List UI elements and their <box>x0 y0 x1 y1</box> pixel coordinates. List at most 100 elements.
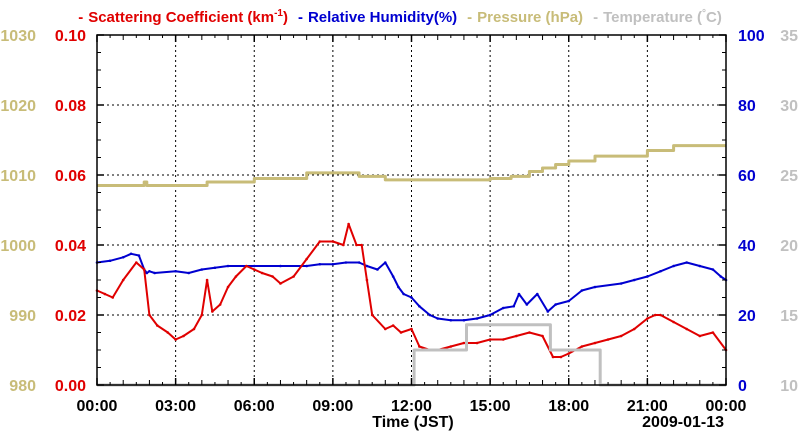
point-scattering-coefficient <box>331 240 335 243</box>
x-tick-label: 00:00 <box>706 398 747 415</box>
point-relative-humidity <box>200 268 204 271</box>
point-scattering-coefficient <box>318 240 322 243</box>
y-tick-label-right-inner: 60 <box>738 168 756 185</box>
point-relative-humidity <box>593 285 597 289</box>
y-tick-label-left-inner: 0.04 <box>55 238 86 255</box>
point-relative-humidity <box>318 262 322 266</box>
point-scattering-coefficient <box>342 243 345 247</box>
point-scattering-coefficient <box>234 275 238 278</box>
series-line-scattering-coefficient <box>96 223 727 358</box>
y-tick-label-left-inner: 0.06 <box>55 168 86 185</box>
point-relative-humidity <box>305 264 308 268</box>
tick-labels: 00:00 03:00 06:00 09:00 12:00 15:00 18:00 21:00… <box>0 28 798 415</box>
point-relative-humidity <box>148 269 151 273</box>
x-tick-label: 15:00 <box>470 398 511 415</box>
point-scattering-coefficient <box>410 327 413 331</box>
point-relative-humidity <box>449 318 453 322</box>
ticks <box>96 34 727 386</box>
point-relative-humidity <box>344 261 348 264</box>
point-scattering-coefficient <box>593 341 597 345</box>
point-scattering-coefficient <box>399 331 403 334</box>
point-scattering-coefficient <box>711 331 715 334</box>
point-relative-humidity <box>567 299 571 303</box>
point-relative-humidity <box>174 269 177 273</box>
series-line-pressure-hpa <box>97 144 726 187</box>
point-relative-humidity <box>383 261 387 264</box>
point-scattering-coefficient <box>501 338 505 341</box>
y-tick-label-right-outer: 30 <box>780 98 798 115</box>
point-scattering-coefficient <box>632 327 636 331</box>
point-relative-humidity <box>517 292 521 296</box>
point-scattering-coefficient <box>559 355 563 359</box>
point-scattering-coefficient <box>672 320 675 324</box>
point-scattering-coefficient <box>551 355 555 359</box>
grid <box>97 35 726 385</box>
point-relative-humidity <box>129 252 133 256</box>
point-scattering-coefficient <box>111 296 115 299</box>
point-scattering-coefficient <box>245 264 248 268</box>
point-scattering-coefficient <box>211 310 214 313</box>
point-scattering-coefficient <box>252 268 256 271</box>
point-relative-humidity <box>391 275 395 278</box>
point-relative-humidity <box>108 259 112 263</box>
point-scattering-coefficient <box>365 278 369 282</box>
point-relative-humidity <box>357 261 361 264</box>
legend-label: Scattering Coefficient (km <box>88 9 274 26</box>
x-axis-title: Time (JST) <box>372 414 454 431</box>
point-relative-humidity <box>475 317 479 320</box>
x-tick-label: 06:00 <box>234 398 275 415</box>
y-tick-label-right-inner: 80 <box>738 98 756 115</box>
x-tick-label: 03:00 <box>155 398 196 415</box>
point-relative-humidity <box>153 271 156 275</box>
y-tick-label-right-outer: 25 <box>780 168 798 185</box>
point-relative-humidity <box>397 285 400 289</box>
point-relative-humidity <box>685 261 688 264</box>
point-relative-humidity <box>554 303 557 306</box>
point-scattering-coefficient <box>292 275 295 278</box>
point-scattering-coefficient <box>698 334 702 338</box>
x-tick-label: 18:00 <box>548 398 589 415</box>
point-relative-humidity <box>619 282 623 285</box>
point-relative-humidity <box>719 275 723 278</box>
point-scattering-coefficient <box>192 327 196 331</box>
point-scattering-coefficient <box>305 257 308 261</box>
legend-label: Temperature ( <box>603 9 702 26</box>
point-scattering-coefficient <box>619 334 623 338</box>
point-scattering-coefficient <box>205 278 209 282</box>
point-relative-humidity <box>187 271 191 275</box>
y-tick-label-right-inner: 40 <box>738 238 756 255</box>
y-tick-label-left-outer: 980 <box>9 378 36 395</box>
point-scattering-coefficient <box>567 352 571 355</box>
legend-dash: - <box>78 9 83 26</box>
legend-dash: - <box>298 9 303 26</box>
date-label: 2009-01-13 <box>642 414 724 431</box>
point-scattering-coefficient <box>462 341 466 345</box>
legend-suffix: ) <box>283 9 288 26</box>
point-relative-humidity <box>121 255 125 259</box>
point-relative-humidity <box>580 289 584 292</box>
legend-label: Pressure (hPa) <box>477 9 583 26</box>
legend: - Scattering Coefficient (km-1) - Relative … <box>78 8 722 26</box>
point-scattering-coefficient <box>515 334 518 338</box>
point-scattering-coefficient <box>355 243 358 247</box>
x-tick-label: 21:00 <box>627 398 668 415</box>
point-scattering-coefficient <box>383 327 387 331</box>
point-scattering-coefficient <box>488 338 492 341</box>
point-scattering-coefficient <box>155 324 159 327</box>
point-scattering-coefficient <box>391 324 395 327</box>
point-scattering-coefficient <box>182 334 185 338</box>
point-scattering-coefficient <box>541 334 544 338</box>
point-relative-humidity <box>525 303 529 306</box>
y-tick-label-left-inner: 0.00 <box>55 378 86 395</box>
point-relative-humidity <box>226 264 230 268</box>
point-relative-humidity <box>376 268 379 271</box>
legend-superscript: ° <box>702 8 706 19</box>
point-relative-humidity <box>365 264 369 268</box>
point-relative-humidity <box>462 318 466 322</box>
legend-label: Relative Humidity(%) <box>308 9 457 26</box>
y-tick-label-right-inner: 100 <box>738 28 765 45</box>
point-relative-humidity <box>145 271 149 275</box>
y-tick-label-right-outer: 35 <box>780 28 798 45</box>
point-relative-humidity <box>488 313 492 317</box>
